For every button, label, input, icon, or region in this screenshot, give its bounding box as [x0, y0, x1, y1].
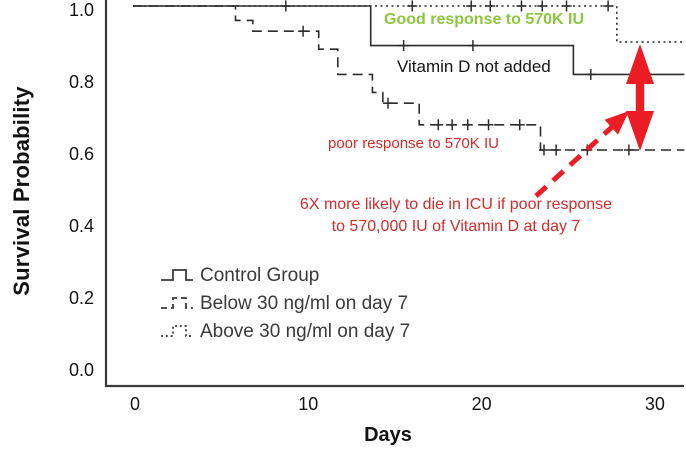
- y-tick-label: 0.0: [68, 360, 94, 380]
- x-tick-label: 10: [298, 394, 319, 414]
- censor-plus-icon: [516, 0, 527, 12]
- censor-plus-icon: [280, 0, 291, 12]
- survival-curves: [133, 5, 685, 151]
- x-tick-label: 0: [129, 394, 140, 414]
- censor-plus-icon: [537, 0, 548, 12]
- censor-plus-icon: [538, 144, 549, 156]
- curve-dashed: [133, 5, 685, 151]
- dashed-arrow: [534, 111, 629, 198]
- censor-plus-icon: [447, 119, 458, 131]
- censor-plus-icon: [383, 97, 394, 109]
- legend-item-solid: Control Group: [160, 262, 410, 290]
- censor-plus-icon: [298, 25, 309, 37]
- double-arrow: [626, 44, 654, 151]
- x-tick-label: 30: [644, 394, 665, 414]
- legend-dotted-line-icon: [161, 325, 193, 337]
- censor-plus-icon: [623, 144, 634, 156]
- legend-item-label: Control Group: [200, 265, 320, 286]
- censor-plus-icon: [585, 68, 596, 80]
- annotation-6x-note-line1: 6X more likely to die in ICU if poor res…: [299, 196, 613, 213]
- censor-plus-icon: [561, 0, 572, 12]
- censor-plus-icon: [483, 119, 494, 131]
- censor-plus-icon: [603, 0, 614, 12]
- censor-plus-icon: [398, 40, 409, 52]
- y-tick-label: 0.8: [68, 72, 94, 92]
- censor-plus-icon: [433, 119, 444, 131]
- censor-plus-icon: [514, 119, 525, 131]
- x-tick-label: 20: [471, 394, 492, 414]
- censor-plus-icon: [467, 40, 478, 52]
- legend-item-dashed: Below 30 ng/ml on day 7: [160, 290, 410, 318]
- annotation-6x-note: 6X more likely to die in ICU if poor res…: [250, 194, 662, 237]
- y-tick-label: 0.4: [68, 216, 94, 236]
- y-tick-label: 1.0: [68, 0, 94, 20]
- censor-plus-icon: [462, 119, 473, 131]
- curve-dotted: [133, 5, 685, 43]
- legend-dashed-line-icon: [161, 297, 193, 309]
- y-axis-title: Survival Probability: [9, 86, 34, 296]
- censor-plus-icon: [485, 0, 496, 12]
- y-tick-label: 0.6: [68, 144, 94, 164]
- y-tick-label: 0.2: [68, 288, 94, 308]
- annotation-vitamin-d-not-added: Vitamin D not added: [397, 57, 551, 76]
- legend-item-label: Below 30 ng/ml on day 7: [200, 293, 409, 314]
- legend-item-dotted: Above 30 ng/ml on day 7: [160, 318, 410, 346]
- annotation-poor-response: poor response to 570K IU: [328, 135, 499, 152]
- x-axis-title: Days: [364, 424, 412, 446]
- legend: Control Group Below 30 ng/ml on day 7 Abov…: [160, 262, 410, 346]
- legend-solid-line-icon: [161, 269, 193, 281]
- censor-plus-icon: [466, 0, 477, 12]
- censor-plus-icon: [407, 0, 418, 12]
- annotation-good-response: Good response to 570K IU: [384, 11, 585, 28]
- censor-plus-icon: [551, 144, 562, 156]
- annotation-6x-note-line2: to 570,000 IU of Vitamin D at day 7: [331, 217, 581, 235]
- axes: [104, 0, 684, 388]
- legend-item-label: Above 30 ng/ml on day 7: [200, 321, 411, 342]
